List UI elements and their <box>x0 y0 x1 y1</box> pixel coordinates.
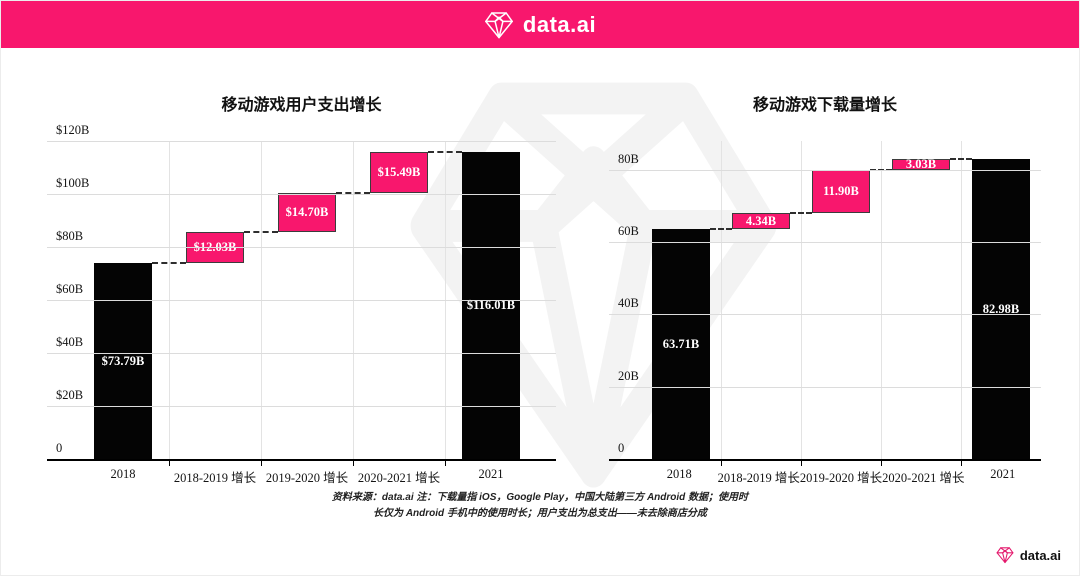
axis-tick <box>445 461 446 466</box>
bar-2018: $73.79B <box>94 263 152 459</box>
gridline <box>47 353 556 354</box>
axis-tick <box>801 461 802 466</box>
gridline <box>47 300 556 301</box>
bar-2019-2020 增长: $14.70B <box>278 192 336 232</box>
bar-2019-2020 增长: 11.90B <box>812 170 870 214</box>
column-gridline <box>721 141 722 459</box>
bar-value-label: $116.01B <box>466 298 516 313</box>
chart-downloads-growth: 移动游戏下载量增长 63.71B 4.34B 11.90B 3.03B 82.98B 2… <box>609 97 1041 485</box>
y-tick-label: 40B <box>618 296 639 311</box>
waterfall-connector <box>152 262 186 265</box>
bar-value-label: 11.90B <box>823 184 859 199</box>
waterfall-connector <box>950 158 972 161</box>
gridline <box>47 194 556 195</box>
y-tick-label: 60B <box>618 224 639 239</box>
bar-value-label: 63.71B <box>662 336 700 351</box>
chart-plot: 63.71B 4.34B 11.90B 3.03B 82.98B 2018 2018-20… <box>609 141 1041 485</box>
axis-tick <box>261 461 262 466</box>
brand-name: data.ai <box>522 11 597 37</box>
y-tick-label: 80B <box>618 151 639 166</box>
chart-title: 移动游戏下载量增长 <box>752 97 897 114</box>
x-axis-label: 2018 <box>110 467 136 481</box>
y-tick-label: 20B <box>618 368 639 383</box>
y-tick-label: 0 <box>618 441 625 455</box>
bar-2018: 63.71B <box>652 228 710 459</box>
chart-plot: $73.79B $12.03B $14.70B $15.49B $116.01B 201… <box>47 123 556 485</box>
waterfall-connector <box>244 230 278 233</box>
x-axis-label: 2021 <box>990 467 1016 481</box>
bar-value-label: $14.70B <box>285 204 329 219</box>
gridline <box>609 242 1041 244</box>
chart-user-spend-growth: 移动游戏用户支出增长 $73.79B $12.03B $14.70B $15.49B $… <box>47 97 556 485</box>
x-axis-label: 2021 <box>478 467 504 481</box>
y-tick-label: $80B <box>56 229 84 243</box>
waterfall-connector <box>790 212 812 215</box>
bar-value-label: 3.03B <box>905 157 937 172</box>
source-note: 资料来源：data.ai 注：下载量指 iOS，Google Play，中国大陆… <box>331 492 749 519</box>
column-gridline <box>961 141 962 459</box>
y-tick-label: $60B <box>56 282 84 296</box>
chart-title: 移动游戏用户支出增长 <box>221 97 382 114</box>
gridline <box>609 169 1041 171</box>
x-axis-label: 2019-2020 增长 <box>799 471 883 485</box>
bar-2020-2021 增长: $15.49B <box>370 151 428 193</box>
x-axis-label: 2020-2021 增长 <box>882 471 965 485</box>
footer-logo: data.ai <box>996 546 1061 564</box>
gridline <box>47 406 556 407</box>
axis-tick <box>721 461 722 466</box>
axis-tick <box>961 461 962 466</box>
bar-value-label: $73.79B <box>101 353 145 368</box>
y-tick-label: 0 <box>56 441 63 455</box>
axis-tick <box>353 461 354 466</box>
x-axis-label: 2018-2019 增长 <box>717 471 800 485</box>
x-axis-label: 2018 <box>666 467 692 481</box>
bar-2021: $116.01B <box>462 151 520 459</box>
bar-value-label: $15.49B <box>377 164 421 179</box>
column-gridline <box>801 141 802 459</box>
axis-tick <box>169 461 170 466</box>
footer-brand-name: data.ai <box>1019 547 1061 563</box>
column-gridline <box>881 141 882 459</box>
x-axis-label: 2019-2020 增长 <box>265 471 349 485</box>
y-tick-label: $40B <box>56 335 84 349</box>
waterfall-connector <box>428 150 462 153</box>
y-tick-label: $20B <box>56 388 84 402</box>
waterfall-connector <box>710 227 732 230</box>
waterfall-connector <box>336 191 370 194</box>
x-axis-label: 2020-2021 增长 <box>357 471 441 485</box>
header-bar: data.ai <box>1 1 1079 48</box>
diamond-gem-icon <box>996 547 1014 564</box>
bar-2020-2021 增长: 3.03B <box>892 157 950 172</box>
bar-2018-2019 增长: 4.34B <box>732 213 790 229</box>
x-axis-label: 2018-2019 增长 <box>173 471 257 485</box>
x-axis-labels: 2018 2018-2019 增长 2019-2020 增长 2020-2021 增长… <box>77 467 537 486</box>
gridline <box>47 141 556 142</box>
gridline <box>609 386 1041 388</box>
axis-tick <box>881 461 882 466</box>
diamond-gem-icon <box>484 11 513 38</box>
gridline <box>609 314 1041 316</box>
y-tick-label: $100B <box>56 176 90 190</box>
chart-columns: 63.71B 4.34B 11.90B 3.03B 82.98B <box>641 141 1041 466</box>
brand-logo: data.ai <box>484 10 596 40</box>
y-tick-label: $120B <box>56 123 90 137</box>
bar-2021: 82.98B <box>972 159 1030 459</box>
x-axis-labels: 2018 2018-2019 增长 2019-2020 增长 2020-2021 增长… <box>641 467 1041 486</box>
bar-value-label: 82.98B <box>982 301 1020 316</box>
bar-value-label: 4.34B <box>745 213 777 228</box>
gridline <box>47 247 556 248</box>
